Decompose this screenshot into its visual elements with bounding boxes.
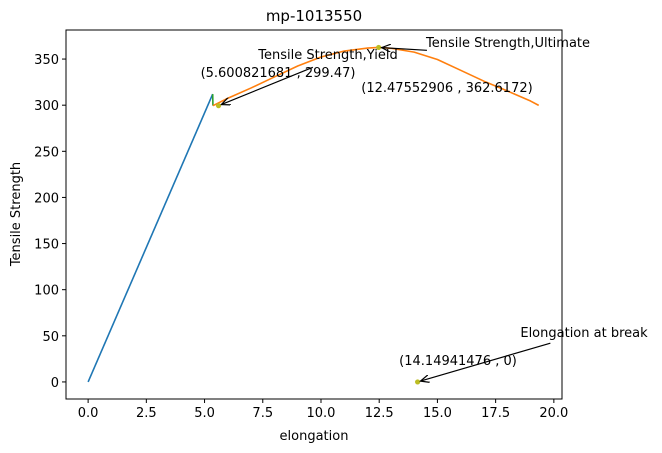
x-tick-label: 2.5 (136, 406, 157, 421)
x-tick-label: 15.0 (423, 406, 452, 421)
data-point (215, 103, 222, 109)
annotations: Tensile Strength,Yield Tensile Strength,U… (201, 36, 648, 381)
y-tick-label: 100 (34, 284, 59, 299)
y-tick-label: 0 (51, 376, 59, 391)
y-tick-label: 250 (34, 145, 59, 160)
x-tick-label: 12.5 (365, 406, 394, 421)
annotation-arrow (221, 66, 314, 104)
elastic-region-line (87, 93, 214, 383)
y-tick-label: 50 (42, 330, 59, 345)
y-tick-label: 350 (34, 53, 59, 68)
x-tick-label: 7.5 (252, 406, 273, 421)
plot-frame (65, 29, 563, 400)
y-tick-label: 200 (34, 191, 59, 206)
annotation-coordinates: (12.47552906 , 362.6172) (361, 81, 532, 96)
x-tick-label: 10.0 (307, 406, 336, 421)
annotation-coordinates: (5.600821681 , 299.47) (201, 66, 356, 81)
x-tick-label: 17.5 (481, 406, 510, 421)
annotation-label: Tensile Strength,Yield (257, 48, 397, 63)
ticks-layer: 0.0 2.5 5.0 7.5 10.0 12.5 15.0 17.5 20.0 0 50 100 15… (34, 53, 568, 421)
annotation-label: Elongation at break (520, 326, 648, 341)
annotation-arrow (420, 342, 551, 381)
annotation-arrow (382, 48, 427, 51)
annotation-coordinates: (14.14941476 , 0) (399, 354, 517, 369)
plot-area (87, 44, 540, 385)
chart-title: mp-1013550 (266, 7, 362, 25)
x-tick-label: 0.0 (78, 406, 99, 421)
x-tick-label: 20.0 (539, 406, 568, 421)
y-axis-label: Tensile Strength (9, 162, 24, 267)
x-axis-label: elongation (280, 429, 349, 444)
annotation-label: Tensile Strength,Ultimate (425, 36, 590, 51)
data-point (376, 44, 382, 51)
y-tick-label: 300 (34, 99, 59, 114)
data-point (415, 379, 421, 385)
y-tick-label: 150 (34, 238, 59, 253)
x-tick-label: 5.0 (194, 406, 215, 421)
